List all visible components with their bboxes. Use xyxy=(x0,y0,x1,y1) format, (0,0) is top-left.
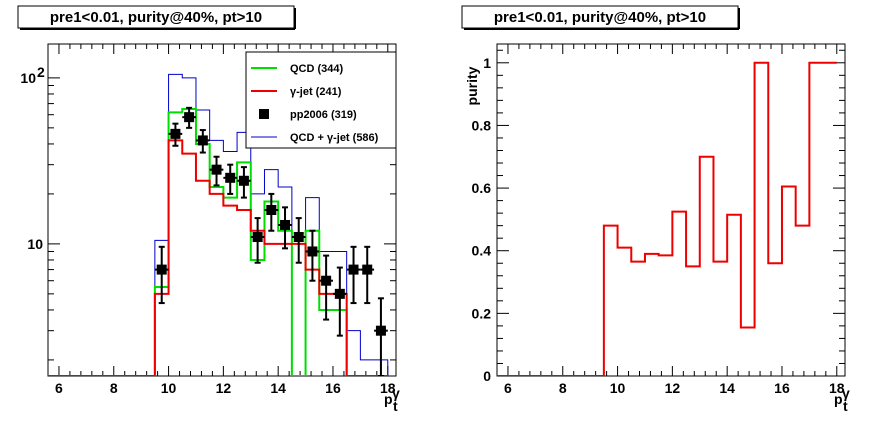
x-tick-label: 6 xyxy=(504,380,512,396)
y-tick-label: 10 xyxy=(27,236,43,252)
svg-text:γ: γ xyxy=(842,385,850,401)
left-plot-frame xyxy=(47,43,397,377)
data-point xyxy=(348,264,359,275)
series-group xyxy=(48,73,389,376)
data-point xyxy=(238,175,249,186)
series-group xyxy=(497,61,837,376)
data-point xyxy=(184,112,195,123)
data-point xyxy=(280,219,291,230)
y-tick-label: 0.6 xyxy=(472,180,492,196)
svg-text:γ: γ xyxy=(392,385,400,401)
series-line-0 xyxy=(48,107,388,376)
x-tick-label: 6 xyxy=(55,380,63,396)
data-point xyxy=(225,172,236,183)
series-line-1 xyxy=(48,139,388,376)
series-line-3 xyxy=(48,73,389,376)
data-point xyxy=(211,164,222,175)
legend-label: pp2006 (319) xyxy=(290,109,357,121)
data-point xyxy=(197,135,208,146)
x-tick-label: 10 xyxy=(610,380,626,396)
x-tick-label: 16 xyxy=(325,380,341,396)
right-plot-frame xyxy=(496,43,846,377)
data-point xyxy=(170,128,181,139)
legend-label: γ-jet (241) xyxy=(290,86,342,98)
legend-label: QCD (344) xyxy=(290,63,344,75)
data-point xyxy=(252,232,263,243)
x-tick-label: 14 xyxy=(270,380,286,396)
data-point xyxy=(156,264,167,275)
x-tick-label: 10 xyxy=(161,380,177,396)
data-point xyxy=(266,205,277,215)
y-tick-label: 10 xyxy=(20,70,36,86)
y-tick-label: 0.4 xyxy=(472,243,492,259)
data-point xyxy=(307,246,318,257)
left-x-axis-label: p xyxy=(384,391,393,407)
data-point xyxy=(362,264,373,275)
data-point xyxy=(293,232,304,243)
x-tick-label: 8 xyxy=(559,380,567,396)
x-tick-label: 12 xyxy=(216,380,232,396)
y-tick-label: 0.2 xyxy=(472,305,492,321)
y-tick-label: 0.8 xyxy=(472,117,492,133)
data-point xyxy=(375,325,386,336)
y-tick-exponent: 2 xyxy=(37,64,45,80)
right-purity-panel: pre1<0.01, purity@40%, pt>10 6 8 10 12 14 16 1… xyxy=(461,5,850,414)
x-tick-label: 12 xyxy=(665,380,681,396)
data-point xyxy=(334,288,345,299)
svg-text:t: t xyxy=(843,398,848,414)
legend-marker xyxy=(259,109,269,119)
left-chart-title: pre1<0.01, purity@40%, pt>10 xyxy=(50,9,262,26)
y-tick-label: 1 xyxy=(483,55,491,71)
left-histogram-panel: pre1<0.01, purity@40%, pt>10 6 8 10 12 14 16 1… xyxy=(17,5,400,414)
svg-text:t: t xyxy=(393,398,398,414)
y-tick-label: 0 xyxy=(483,368,491,384)
right-x-axis-label: p xyxy=(834,391,843,407)
series-line-0 xyxy=(497,61,837,376)
right-y-axis-label: purity xyxy=(464,66,480,105)
x-tick-label: 16 xyxy=(774,380,790,396)
x-tick-label: 14 xyxy=(719,380,735,396)
x-tick-label: 18 xyxy=(380,380,396,396)
data-point xyxy=(321,275,332,286)
left-legend: QCD (344) γ-jet (241) pp2006 (319) QCD + γ-… xyxy=(245,51,397,149)
x-tick-label: 18 xyxy=(829,380,845,396)
right-chart-title: pre1<0.01, purity@40%, pt>10 xyxy=(494,9,706,26)
legend-label: QCD + γ-jet (586) xyxy=(290,132,379,144)
x-tick-label: 8 xyxy=(110,380,118,396)
